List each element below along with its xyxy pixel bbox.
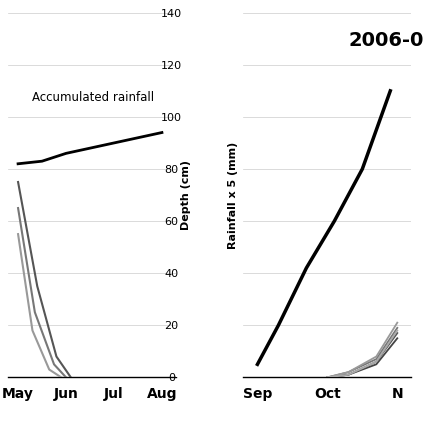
Text: Accumulated rainfall: Accumulated rainfall bbox=[33, 91, 155, 104]
Text: 2006-07: 2006-07 bbox=[349, 31, 424, 50]
Text: Depth (cm): Depth (cm) bbox=[181, 160, 191, 230]
Text: Rainfall x 5 (mm): Rainfall x 5 (mm) bbox=[229, 142, 238, 248]
